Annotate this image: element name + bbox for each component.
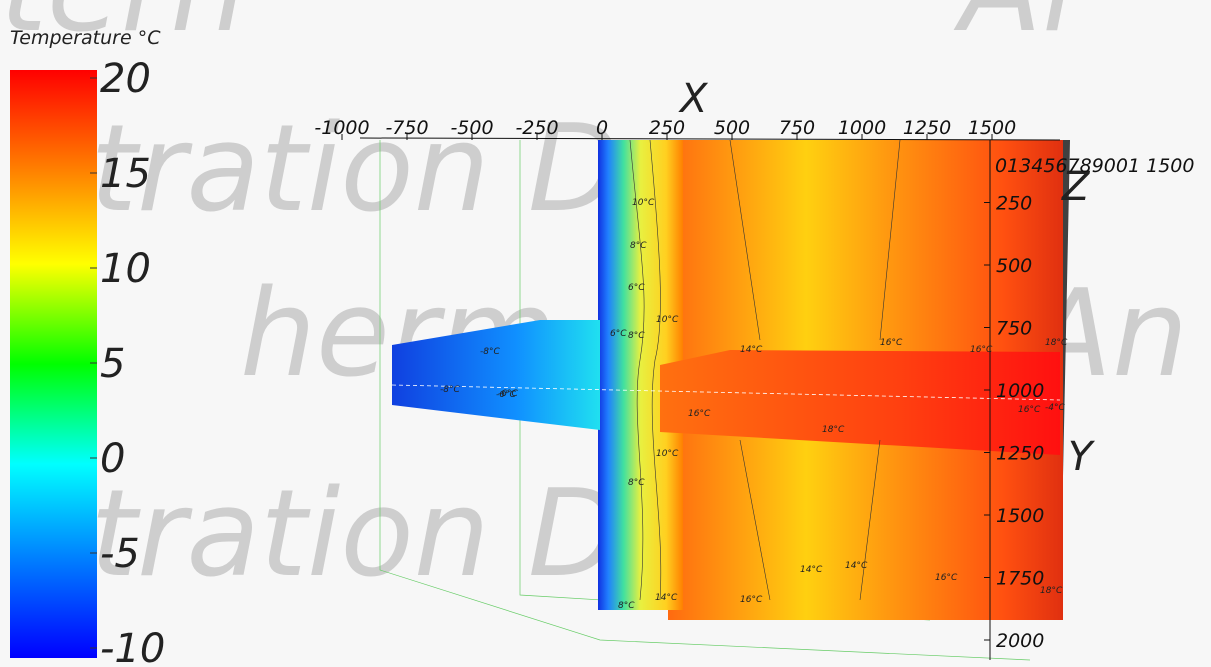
y-tick-label: 750 [996, 318, 1032, 340]
y-tick-label: 1500 [996, 505, 1044, 527]
isotherm-label: 18°C [1045, 338, 1068, 348]
isotherm-label: 8°C [618, 601, 635, 611]
page: ternArtration DemohermAntration Demo Tem… [0, 0, 1211, 663]
isotherm-label: 10°C [656, 449, 679, 459]
isotherm-label: 16°C [970, 345, 993, 355]
isotherm-label: 14°C [655, 593, 678, 603]
x-tick-label: 0 [596, 117, 608, 139]
x-tick-label: 500 [714, 117, 750, 139]
isotherm-label: 8°C [628, 478, 645, 488]
x-tick-label: 1250 [903, 117, 951, 139]
isotherm-label: 8°C [628, 331, 645, 341]
isotherm-label: 10°C [632, 198, 655, 208]
z-tick-labels: 013456789001 1500 [995, 155, 1194, 177]
legend-title: Temperature °C [10, 27, 161, 49]
x-tick-label: 750 [779, 117, 815, 139]
y-tick-label: 250 [996, 193, 1032, 215]
isotherm-label: -8°C [440, 385, 460, 395]
legend-tick-label: 10 [100, 246, 151, 292]
isotherm-label: 14°C [800, 565, 823, 575]
y-tick-label: 1250 [996, 443, 1044, 465]
isotherm-label: 8°C [630, 241, 647, 251]
y-tick-label: 1750 [996, 568, 1044, 590]
isotherm-label: 16°C [1018, 405, 1041, 415]
legend-tick-label: 0 [100, 436, 125, 482]
isotherm-label: 10°C [656, 315, 679, 325]
isotherm-label: -6°C [498, 389, 518, 399]
isotherm-label: 16°C [880, 338, 903, 348]
legend-tick-label: -5 [100, 531, 140, 577]
x-tick-label: 1000 [838, 117, 886, 139]
isotherm-label: 18°C [1040, 586, 1063, 596]
legend-tick-label: 15 [100, 151, 151, 197]
x-tick-label: -1000 [314, 117, 369, 139]
isotherm-label: 18°C [822, 425, 845, 435]
x-tick-label: 250 [649, 117, 685, 139]
isotherm-label: 6°C [628, 283, 645, 293]
x-tick-label: -750 [385, 117, 428, 139]
isotherm-label: 14°C [740, 345, 763, 355]
y-axis-label: Y [1068, 434, 1096, 480]
x-tick-label: 1500 [968, 117, 1016, 139]
y-tick-label: 500 [996, 255, 1032, 277]
isotherm-label: 16°C [688, 409, 711, 419]
x-tick-label: -500 [450, 117, 493, 139]
y-tick-label: 1000 [996, 380, 1044, 402]
viewport: ternArtration DemohermAntration Demo Tem… [0, 0, 1211, 663]
legend-tick-label: 5 [100, 341, 125, 387]
colorbar [10, 70, 97, 658]
x-tick-label: -250 [515, 117, 558, 139]
isotherm-label: 14°C [845, 561, 868, 571]
isotherm-label: 16°C [935, 573, 958, 583]
watermark-text: Ar [953, 0, 1098, 59]
isotherm-label: 6°C [610, 329, 627, 339]
x-axis-label: X [678, 76, 709, 122]
legend-tick-label: -10 [100, 626, 165, 663]
legend-tick-label: 20 [100, 56, 151, 102]
isotherm-label: 16°C [740, 595, 763, 605]
isotherm-label: -4°C [1045, 403, 1065, 413]
isotherm-label: -8°C [480, 347, 500, 357]
y-tick-label: 2000 [996, 630, 1044, 652]
